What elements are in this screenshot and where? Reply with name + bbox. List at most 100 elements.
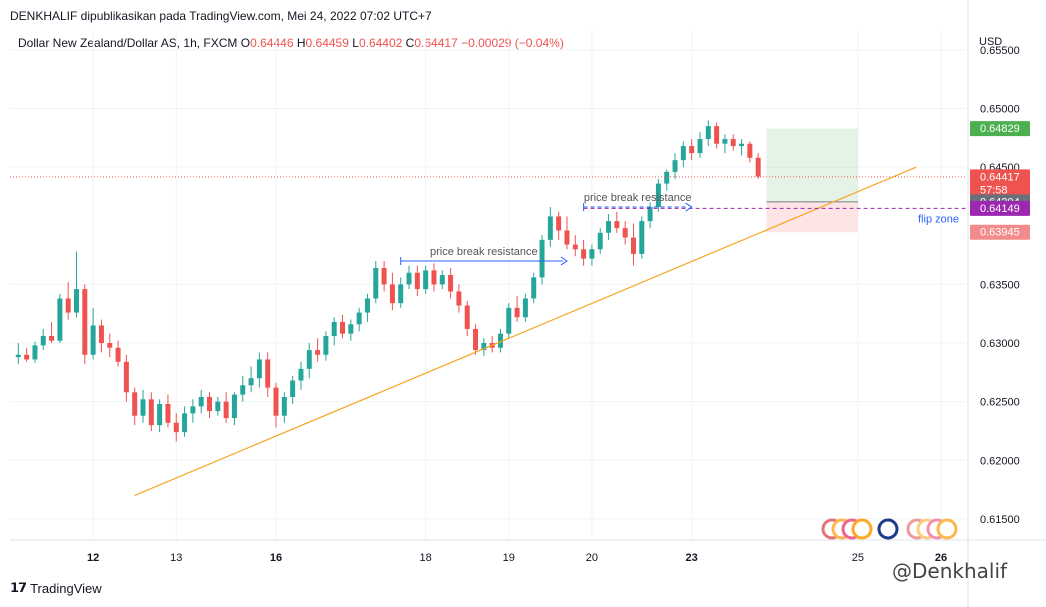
candle-body: [389, 284, 395, 304]
candle-body: [473, 328, 479, 351]
candle-body: [240, 385, 246, 395]
candle-body: [456, 291, 462, 306]
low-value: 0.64402: [358, 36, 403, 50]
close-label: C: [405, 36, 415, 50]
candle-body: [323, 336, 329, 355]
candle-body: [198, 396, 204, 407]
economic-events[interactable]: [821, 518, 958, 540]
y-tick-label: 0.65500: [980, 45, 1020, 57]
candle-body: [98, 325, 104, 344]
candle-body: [340, 321, 346, 334]
x-tick-label: 18: [420, 552, 432, 564]
candle-body: [248, 378, 254, 386]
candle-body: [32, 345, 38, 360]
y-tick-label: 0.63500: [980, 279, 1020, 291]
event-flag-icon: [877, 518, 899, 540]
y-tick-label: 0.65000: [980, 104, 1020, 116]
candle-body: [49, 336, 55, 341]
annotation-label: price break resistance: [430, 246, 538, 258]
candle-body: [74, 289, 79, 313]
event-flag-icon: [851, 518, 873, 540]
candle-body: [664, 171, 670, 184]
candle-body: [381, 268, 387, 285]
candle-body: [572, 244, 578, 250]
low-label: L: [352, 36, 359, 50]
candle-body: [348, 324, 354, 334]
candle-body: [448, 275, 454, 292]
y-tick-label: 0.62000: [980, 455, 1020, 467]
annotation-label: price break resistance: [584, 192, 692, 204]
candle-body: [40, 336, 46, 346]
candle-body: [306, 350, 312, 369]
candle-body: [15, 354, 21, 358]
candle-body: [115, 347, 121, 362]
candle-body: [215, 401, 221, 412]
candle-body: [689, 146, 695, 154]
candle-body: [231, 394, 237, 419]
candle-body: [406, 272, 412, 285]
candle-body: [281, 396, 287, 416]
candle-body: [464, 305, 470, 329]
open-label: O: [240, 36, 251, 50]
candle-body: [123, 361, 129, 393]
candle-body: [522, 298, 528, 318]
candle-body: [256, 359, 262, 379]
breakout-arrow-head: [685, 202, 693, 212]
candle-body: [414, 272, 420, 290]
drawings[interactable]: flip zone price break resistance price bre…: [10, 166, 966, 497]
candle-body: [581, 249, 587, 259]
flip-zone-label: flip zone: [918, 213, 959, 225]
candle-body: [506, 307, 512, 334]
candle-body: [82, 289, 88, 355]
event-flag-icon: [936, 518, 958, 540]
candle-body: [730, 139, 736, 147]
x-tick-label: 13: [170, 552, 182, 564]
candle-body: [423, 270, 429, 290]
symbol-name[interactable]: Dollar New Zealand/Dollar AS, 1h, FXCM: [18, 36, 238, 50]
candle-body: [165, 404, 171, 423]
breakout-arrow-head: [560, 256, 568, 266]
candle-body: [639, 221, 645, 254]
candle-body: [182, 413, 188, 433]
x-tick-label: 20: [586, 552, 598, 564]
candle-body: [373, 268, 379, 299]
candle-body: [714, 126, 720, 144]
candle-body: [107, 343, 113, 348]
candle-body: [481, 343, 487, 351]
candle-body: [614, 221, 620, 229]
candle-body: [331, 321, 337, 336]
candle-body: [148, 399, 154, 426]
candle-body: [564, 230, 570, 245]
x-tick-label: 23: [686, 552, 698, 564]
axes: 0.655000.650000.645000.635000.630000.625…: [10, 0, 1046, 607]
candle-body: [705, 126, 711, 140]
x-tick-label: 26: [935, 552, 947, 564]
long-position-tool[interactable]: [766, 128, 858, 233]
author-watermark: @Denkhalif: [892, 559, 1007, 583]
price-tag-value: 0.64829: [980, 123, 1020, 135]
candle-body: [207, 396, 213, 412]
candle-body: [589, 249, 595, 259]
candle-body: [647, 207, 653, 222]
brand-name: TradingView: [30, 580, 102, 596]
candle-body: [514, 307, 520, 318]
currency-label[interactable]: USD: [979, 36, 1003, 48]
candle-body: [531, 277, 537, 299]
tradingview-logo[interactable]: 𝟭𝟳 TradingView: [10, 580, 102, 596]
candle-body: [539, 239, 545, 278]
candle-body: [90, 325, 96, 355]
candle-body: [273, 387, 279, 416]
candle-body: [431, 270, 437, 285]
candle-body: [157, 404, 163, 426]
candle-body: [315, 350, 321, 355]
candle-body: [290, 380, 296, 397]
x-tick-label: 16: [270, 552, 282, 564]
candle-body: [57, 298, 63, 341]
candle-body: [547, 216, 553, 240]
candle-body: [173, 422, 179, 433]
candle-body: [398, 284, 404, 304]
candle-body: [140, 399, 146, 416]
price-tag-value: 0.64149: [980, 203, 1020, 215]
